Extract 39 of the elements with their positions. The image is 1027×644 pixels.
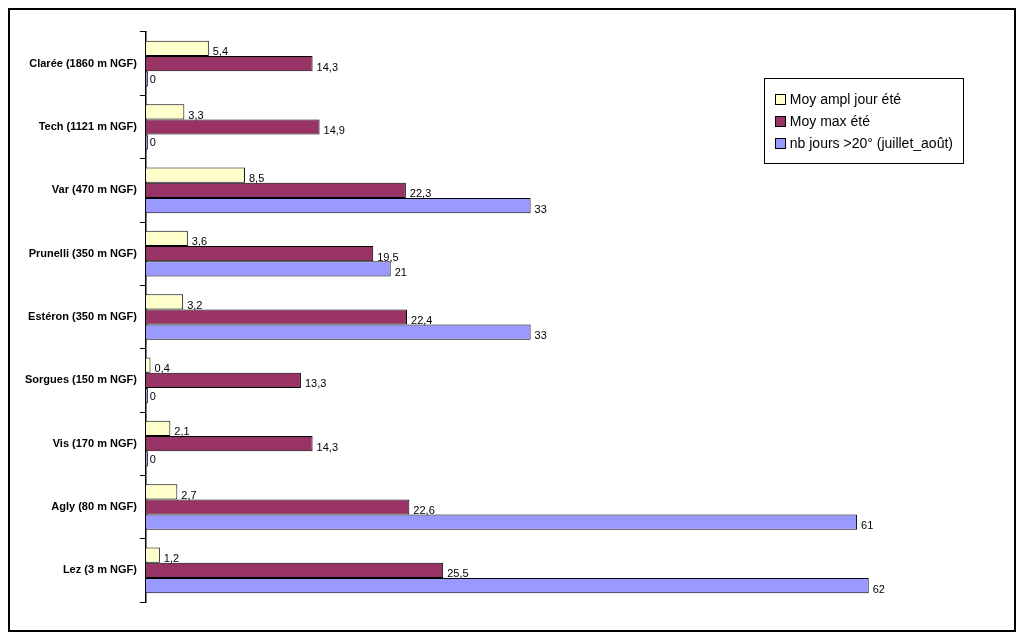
- data-label: 2,7: [181, 488, 197, 501]
- y-tick-label: Sorgues (150 m NGF): [25, 373, 138, 386]
- y-tick-label: Prunelli (350 m NGF): [28, 246, 138, 259]
- data-label: 2,1: [174, 425, 190, 438]
- legend-label: Moy max été: [789, 113, 870, 129]
- data-label: 8,5: [248, 172, 265, 185]
- data-label: 61: [861, 519, 874, 532]
- data-label: 0: [149, 72, 156, 85]
- data-label: 13,3: [304, 377, 327, 390]
- legend-label: Moy ampl jour été: [789, 91, 902, 107]
- data-label: 0: [149, 452, 156, 465]
- data-label: 3,3: [188, 108, 204, 121]
- y-tick-label: Vis (170 m NGF): [52, 436, 138, 449]
- data-label: 22,4: [411, 314, 433, 327]
- data-label: 14,3: [316, 60, 339, 73]
- data-label: 21: [394, 265, 407, 278]
- data-label: 22,6: [413, 504, 435, 517]
- y-tick-label: Tech (1121 m NGF): [38, 120, 138, 133]
- y-tick-label: Lez (3 m NGF): [62, 563, 138, 576]
- data-label: 33: [534, 329, 547, 342]
- y-tick-label: Estéron (350 m NGF): [28, 310, 138, 323]
- y-tick-label: Var (470 m NGF): [51, 183, 138, 196]
- y-tick-label: Clarée (1860 m NGF): [29, 56, 138, 69]
- data-label: 14,3: [316, 440, 339, 453]
- data-label: 25,5: [447, 567, 469, 580]
- data-label: 5,4: [212, 45, 229, 58]
- data-label: 22,3: [409, 187, 432, 200]
- data-label: 3,6: [191, 235, 208, 248]
- data-label: 3,2: [187, 298, 203, 311]
- data-label: 0: [149, 136, 156, 149]
- data-label: 14,9: [323, 124, 345, 137]
- data-label: 0: [149, 389, 156, 402]
- data-label: 19,5: [377, 250, 399, 263]
- data-label: 62: [872, 582, 885, 595]
- legend-label: nb jours >20° (juillet_août): [789, 135, 953, 151]
- y-tick-label: Agly (80 m NGF): [51, 500, 138, 513]
- data-label: 0,4: [154, 362, 170, 375]
- data-label: 1,2: [163, 552, 180, 565]
- data-label: 33: [534, 202, 547, 215]
